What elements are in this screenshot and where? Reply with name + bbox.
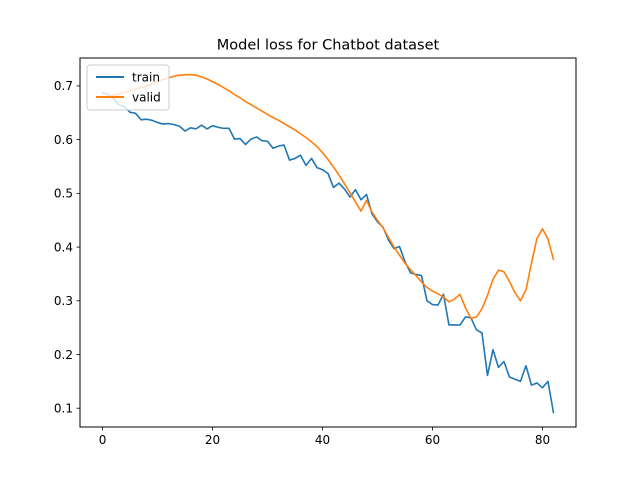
y-tick-label: 0.6 <box>54 133 73 147</box>
y-tick-label: 0.7 <box>54 79 73 93</box>
x-tick-label: 0 <box>99 433 107 447</box>
legend: train valid <box>86 64 170 111</box>
y-tick-label: 0.5 <box>54 187 73 201</box>
legend-label-valid: valid <box>132 91 161 105</box>
y-tick-label: 0.2 <box>54 348 73 362</box>
y-tick-label: 0.3 <box>54 294 73 308</box>
axes-ticks: 0 20 40 60 80 0.1 0.2 0.3 0.4 0.5 0.6 0.7 <box>54 79 550 447</box>
chart-title: Model loss for Chatbot dataset <box>217 38 440 54</box>
x-tick-label: 60 <box>425 433 440 447</box>
plot-area <box>80 58 576 427</box>
x-tick-label: 40 <box>315 433 330 447</box>
y-tick-label: 0.1 <box>54 402 73 416</box>
y-tick-label: 0.4 <box>54 240 73 254</box>
plot-frame <box>79 57 577 428</box>
series-line-train <box>101 92 555 414</box>
series-line-valid <box>101 73 555 320</box>
legend-label-train: train <box>132 71 160 85</box>
plot-content <box>101 73 555 414</box>
x-tick-label: 80 <box>535 433 550 447</box>
x-tick-label: 20 <box>205 433 220 447</box>
